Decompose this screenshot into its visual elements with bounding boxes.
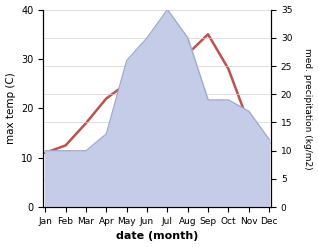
Y-axis label: med. precipitation (kg/m2): med. precipitation (kg/m2) bbox=[303, 48, 313, 169]
X-axis label: date (month): date (month) bbox=[116, 231, 198, 242]
Y-axis label: max temp (C): max temp (C) bbox=[5, 72, 16, 144]
